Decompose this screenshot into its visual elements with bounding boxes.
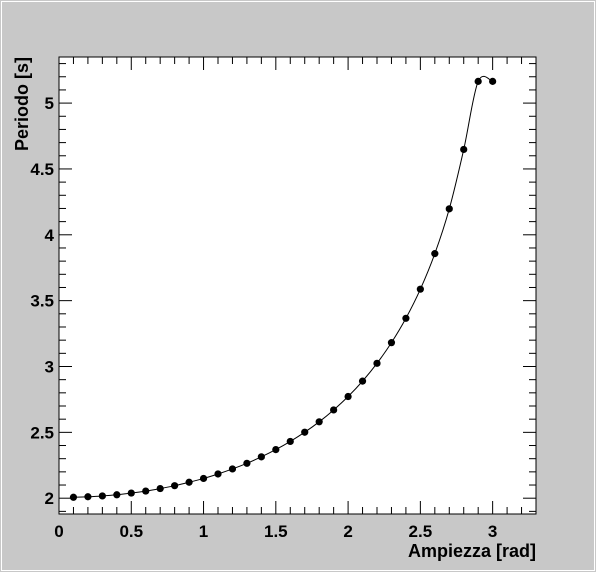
y-tick-label: 2 — [45, 489, 54, 508]
data-point — [489, 77, 497, 85]
data-point — [228, 465, 237, 473]
y-tick-label: 4 — [45, 226, 55, 245]
data-point — [113, 491, 121, 499]
data-point — [445, 205, 453, 213]
data-point — [185, 478, 193, 486]
data-point — [344, 392, 352, 401]
data-point — [416, 285, 424, 293]
data-point — [373, 359, 381, 367]
data-point — [214, 470, 222, 478]
data-point — [402, 314, 410, 322]
axis-ticks — [58, 57, 537, 514]
plot-area — [58, 56, 537, 515]
data-point — [156, 484, 164, 493]
data-point — [257, 453, 265, 461]
x-tick-label: 1.5 — [264, 522, 288, 541]
y-tick-label: 5 — [45, 94, 54, 113]
data-point — [171, 482, 179, 490]
x-tick-label: 2 — [343, 522, 352, 541]
tick-labels: 0 0.5 1 1.5 2 2.5 3 2 2.5 3 3.5 4 4.5 5 — [30, 94, 497, 541]
x-tick-label: 2.5 — [409, 522, 433, 541]
data-point — [330, 406, 338, 414]
data-point — [474, 77, 482, 85]
data-point — [272, 445, 280, 454]
data-point — [127, 489, 135, 497]
data-point — [98, 492, 106, 500]
data-point — [301, 428, 309, 436]
x-axis-label: Ampiezza [rad] — [408, 541, 536, 561]
data-point — [199, 474, 208, 483]
data-point — [460, 145, 468, 154]
x-tick-label: 3 — [488, 522, 497, 541]
data-point — [387, 339, 396, 347]
y-tick-label: 4.5 — [30, 160, 54, 179]
data-point — [358, 377, 367, 385]
y-tick-label: 3 — [45, 357, 54, 376]
x-tick-label: 0.5 — [119, 522, 143, 541]
data-points — [69, 77, 497, 501]
data-point — [315, 418, 323, 426]
x-tick-label: 1 — [199, 522, 208, 541]
y-axis-label: Periodo [s] — [12, 57, 32, 151]
data-point — [243, 459, 251, 467]
data-point — [431, 250, 439, 258]
data-point — [84, 493, 92, 501]
y-tick-label: 3.5 — [30, 292, 54, 311]
x-tick-label: 0 — [54, 522, 63, 541]
data-point — [286, 437, 294, 446]
y-tick-label: 2.5 — [30, 423, 54, 442]
data-point — [69, 493, 78, 501]
data-point — [142, 487, 150, 495]
